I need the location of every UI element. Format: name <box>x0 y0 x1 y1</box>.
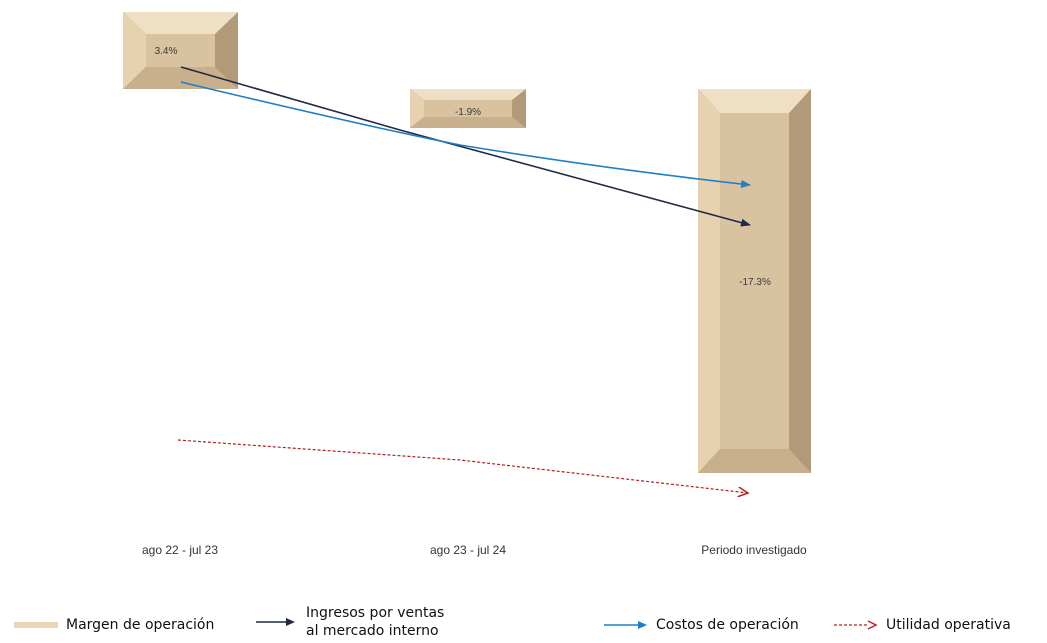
arrow-utilidad <box>177 439 748 493</box>
legend-label-ingresos: Ingresos por ventas al mercado interno <box>306 604 506 640</box>
bar-2-left-bevel <box>698 89 720 473</box>
legend-item-margen: Margen de operación <box>14 616 214 634</box>
bar-0-face <box>146 34 215 67</box>
legend-label-ingresos-line2: al mercado interno <box>306 623 439 639</box>
legend-item-ingresos: Ingresos por ventas al mercado interno <box>256 604 506 640</box>
bar-2-top-bevel <box>698 89 811 113</box>
bar-1-face <box>424 100 512 117</box>
legend-item-costos: Costos de operación <box>604 616 799 634</box>
legend-item-utilidad: Utilidad operativa <box>834 616 1011 634</box>
data-label-2: -17.3% <box>739 277 771 288</box>
legend-label-costos: Costos de operación <box>656 617 799 633</box>
bar-0-bottom-bevel <box>123 67 238 89</box>
bar-periodo-investigado <box>698 89 811 473</box>
legend-swatch-costos <box>604 621 647 629</box>
legend: Margen de operación Ingresos por ventas … <box>0 596 1047 643</box>
bar-2-face <box>720 113 789 449</box>
bar-0-left-bevel <box>123 12 146 89</box>
bar-1-top-bevel <box>410 89 526 100</box>
bar-1-left-bevel <box>410 89 424 128</box>
x-axis-ticks: ago 22 - jul 23 ago 23 - jul 24 Periodo … <box>142 543 807 557</box>
arrow-costos <box>180 81 751 188</box>
bar-ago22-jul23 <box>123 12 238 89</box>
legend-swatch-utilidad <box>834 620 878 630</box>
bar-ago23-jul24 <box>410 89 526 128</box>
chart: 3.4% -1.9% -17.3% ago 22 - jul 23 ago 23… <box>123 12 811 557</box>
legend-swatch-ingresos <box>256 618 295 626</box>
bars-group <box>123 12 811 473</box>
x-tick-1: ago 23 - jul 24 <box>430 543 506 557</box>
data-labels: 3.4% -1.9% -17.3% <box>155 46 771 288</box>
x-tick-2: Periodo investigado <box>701 543 807 557</box>
arrow-ingresos <box>180 66 751 227</box>
legend-label-ingresos-line1: Ingresos por ventas <box>306 605 445 621</box>
legend-label-utilidad: Utilidad operativa <box>886 617 1011 633</box>
bar-0-top-bevel <box>123 12 238 34</box>
data-label-1: -1.9% <box>455 107 481 118</box>
x-tick-0: ago 22 - jul 23 <box>142 543 218 557</box>
legend-swatch-margen <box>14 622 58 628</box>
legend-label-margen: Margen de operación <box>66 617 215 633</box>
trend-arrows <box>177 66 751 493</box>
data-label-0: 3.4% <box>155 46 178 57</box>
bar-1-bottom-bevel <box>410 117 526 128</box>
bar-2-bottom-bevel <box>698 449 811 473</box>
